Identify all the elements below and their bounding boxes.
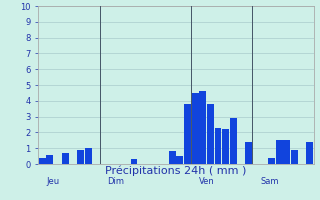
Bar xyxy=(268,158,275,164)
Bar xyxy=(291,150,298,164)
Bar xyxy=(222,129,229,164)
Bar xyxy=(39,158,46,164)
Bar xyxy=(62,153,68,164)
Text: Ven: Ven xyxy=(199,177,215,186)
Bar xyxy=(276,140,283,164)
Bar xyxy=(184,104,191,164)
Bar xyxy=(85,148,92,164)
X-axis label: Précipitations 24h ( mm ): Précipitations 24h ( mm ) xyxy=(105,165,247,176)
Bar xyxy=(215,128,221,164)
Text: Sam: Sam xyxy=(260,177,279,186)
Bar xyxy=(176,156,183,164)
Bar xyxy=(207,104,214,164)
Text: Dim: Dim xyxy=(107,177,124,186)
Bar xyxy=(230,118,237,164)
Bar xyxy=(131,159,137,164)
Text: Jeu: Jeu xyxy=(46,177,59,186)
Bar xyxy=(284,140,290,164)
Bar xyxy=(169,151,176,164)
Bar xyxy=(306,142,313,164)
Bar xyxy=(46,155,53,164)
Bar xyxy=(192,93,198,164)
Bar xyxy=(77,150,84,164)
Bar xyxy=(199,91,206,164)
Bar xyxy=(245,142,252,164)
